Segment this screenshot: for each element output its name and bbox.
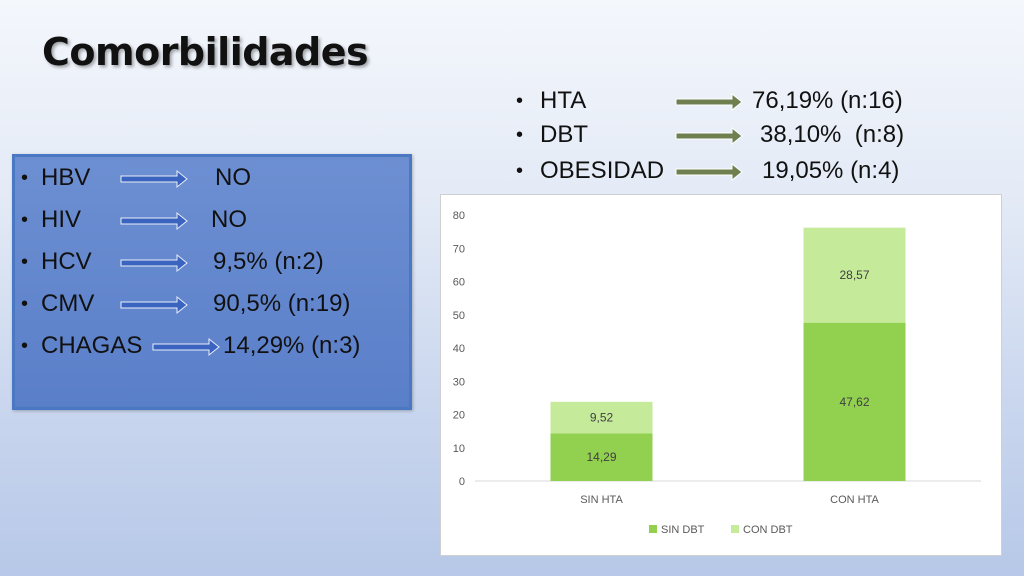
bullet-icon: • (516, 123, 524, 146)
right-arrow-icon (120, 253, 188, 273)
y-tick-label: 80 (453, 210, 465, 222)
y-tick-label: 60 (453, 277, 465, 289)
y-tick-label: 0 (459, 476, 465, 488)
chart-svg: 0 10 20 30 40 50 60 70 80 14,29 9,52 SIN HTA 47,62 28… (453, 210, 981, 536)
item-label: CHAGAS (41, 332, 143, 359)
y-tick-label: 40 (453, 343, 465, 355)
bar-segment (550, 401, 653, 434)
item-value: 90,5% (n:19) (213, 290, 351, 317)
item-value: 19,05% (n:4) (762, 157, 900, 184)
stacked-bar-chart: 0 10 20 30 40 50 60 70 80 14,29 9,52 SIN HTA 47,62 28… (440, 194, 1002, 556)
y-tick-label: 30 (453, 376, 465, 388)
item-label: HBV (41, 164, 91, 191)
x-tick-label: CON HTA (830, 494, 879, 506)
page-title: Comorbilidades (42, 30, 369, 74)
data-label: 47,62 (839, 395, 869, 409)
right-arrow-icon (675, 162, 743, 182)
item-label: HTA (540, 87, 587, 114)
bar-segment (803, 227, 906, 323)
data-label: 9,52 (590, 411, 614, 425)
right-arrow-icon (120, 295, 188, 315)
item-label: CMV (41, 290, 95, 317)
item-value: 9,5% (n:2) (213, 248, 324, 275)
item-label: HCV (41, 248, 92, 275)
item-value: NO (215, 164, 251, 191)
item-label: OBESIDAD (540, 157, 665, 184)
bullet-icon: • (516, 159, 524, 182)
bullet-icon: • (21, 166, 29, 189)
x-tick-label: SIN HTA (580, 494, 623, 506)
infection-list-box: • HBV NO • HIV NO • HCV 9,5% (n:2) • CMV… (12, 154, 412, 410)
legend-swatch (731, 525, 739, 533)
right-arrow-icon (675, 126, 743, 146)
right-arrow-icon (152, 337, 220, 357)
bullet-icon: • (516, 89, 524, 112)
bullet-icon: • (21, 334, 29, 357)
right-arrow-icon (675, 92, 743, 112)
bullet-icon: • (21, 250, 29, 273)
legend-swatch (649, 525, 657, 533)
right-arrow-icon (120, 211, 188, 231)
data-label: 14,29 (586, 450, 616, 464)
right-arrow-icon (120, 169, 188, 189)
item-value: 14,29% (n:3) (223, 332, 361, 359)
y-tick-label: 70 (453, 243, 465, 255)
bullet-icon: • (21, 292, 29, 315)
item-label: DBT (540, 121, 588, 148)
data-label: 28,57 (839, 268, 869, 282)
item-value: NO (211, 206, 247, 233)
legend-label: SIN DBT (661, 524, 705, 536)
bullet-icon: • (21, 208, 29, 231)
item-value: 76,19% (n:16) (752, 87, 903, 114)
y-tick-label: 10 (453, 443, 465, 455)
item-label: HIV (41, 206, 82, 233)
legend-label: CON DBT (743, 524, 793, 536)
y-tick-label: 50 (453, 310, 465, 322)
bar-segment (803, 322, 906, 481)
y-tick-label: 20 (453, 410, 465, 422)
item-value: 38,10% (n:8) (760, 121, 905, 148)
bar-segment (550, 433, 653, 481)
